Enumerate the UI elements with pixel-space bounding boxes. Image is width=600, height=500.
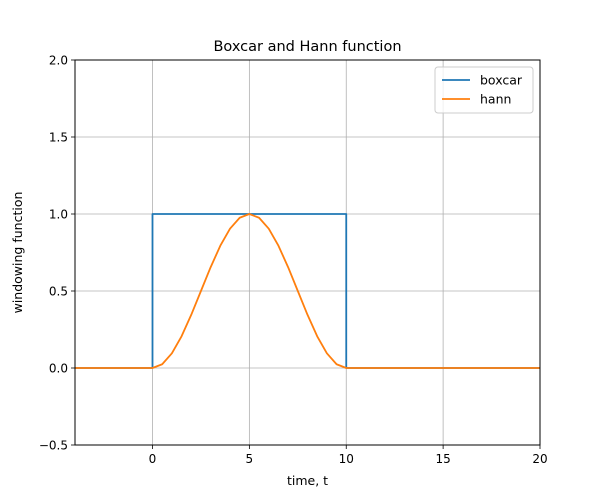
y-tick-label: 1.5 (49, 131, 68, 145)
legend-label-hann: hann (480, 92, 511, 107)
y-axis: −0.5 0.0 0.5 1.0 1.5 2.0 (39, 54, 75, 453)
x-axis-label: time, t (287, 473, 328, 488)
plot-frame (74, 59, 541, 446)
legend-label-boxcar: boxcar (480, 73, 523, 88)
y-tick-label: 2.0 (49, 54, 68, 68)
x-tick-label: 10 (339, 452, 354, 466)
x-tick-label: 0 (149, 452, 157, 466)
x-tick-label: 15 (435, 452, 450, 466)
chart-title: Boxcar and Hann function (213, 39, 401, 55)
series-layer (75, 213, 540, 369)
y-axis-label: windowing function (10, 192, 25, 314)
y-tick-label: 0.0 (49, 362, 68, 376)
legend: boxcar hann (434, 66, 534, 114)
x-tick-label: 5 (246, 452, 254, 466)
plot-area (75, 60, 540, 445)
x-tick-label: 20 (532, 452, 547, 466)
x-axis: 0 5 10 15 20 (149, 445, 548, 466)
y-tick-label: −0.5 (39, 439, 68, 453)
y-tick-label: 0.5 (49, 285, 68, 299)
series-line-hann (75, 213, 540, 369)
y-tick-label: 1.0 (49, 208, 68, 222)
legend-box (434, 66, 534, 114)
